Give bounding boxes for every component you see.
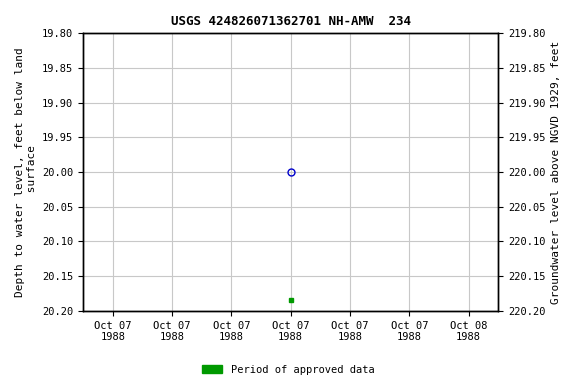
Legend: Period of approved data: Period of approved data — [198, 361, 378, 379]
Y-axis label: Depth to water level, feet below land
 surface: Depth to water level, feet below land su… — [15, 47, 37, 297]
Title: USGS 424826071362701 NH-AMW  234: USGS 424826071362701 NH-AMW 234 — [170, 15, 411, 28]
Y-axis label: Groundwater level above NGVD 1929, feet: Groundwater level above NGVD 1929, feet — [551, 40, 561, 304]
